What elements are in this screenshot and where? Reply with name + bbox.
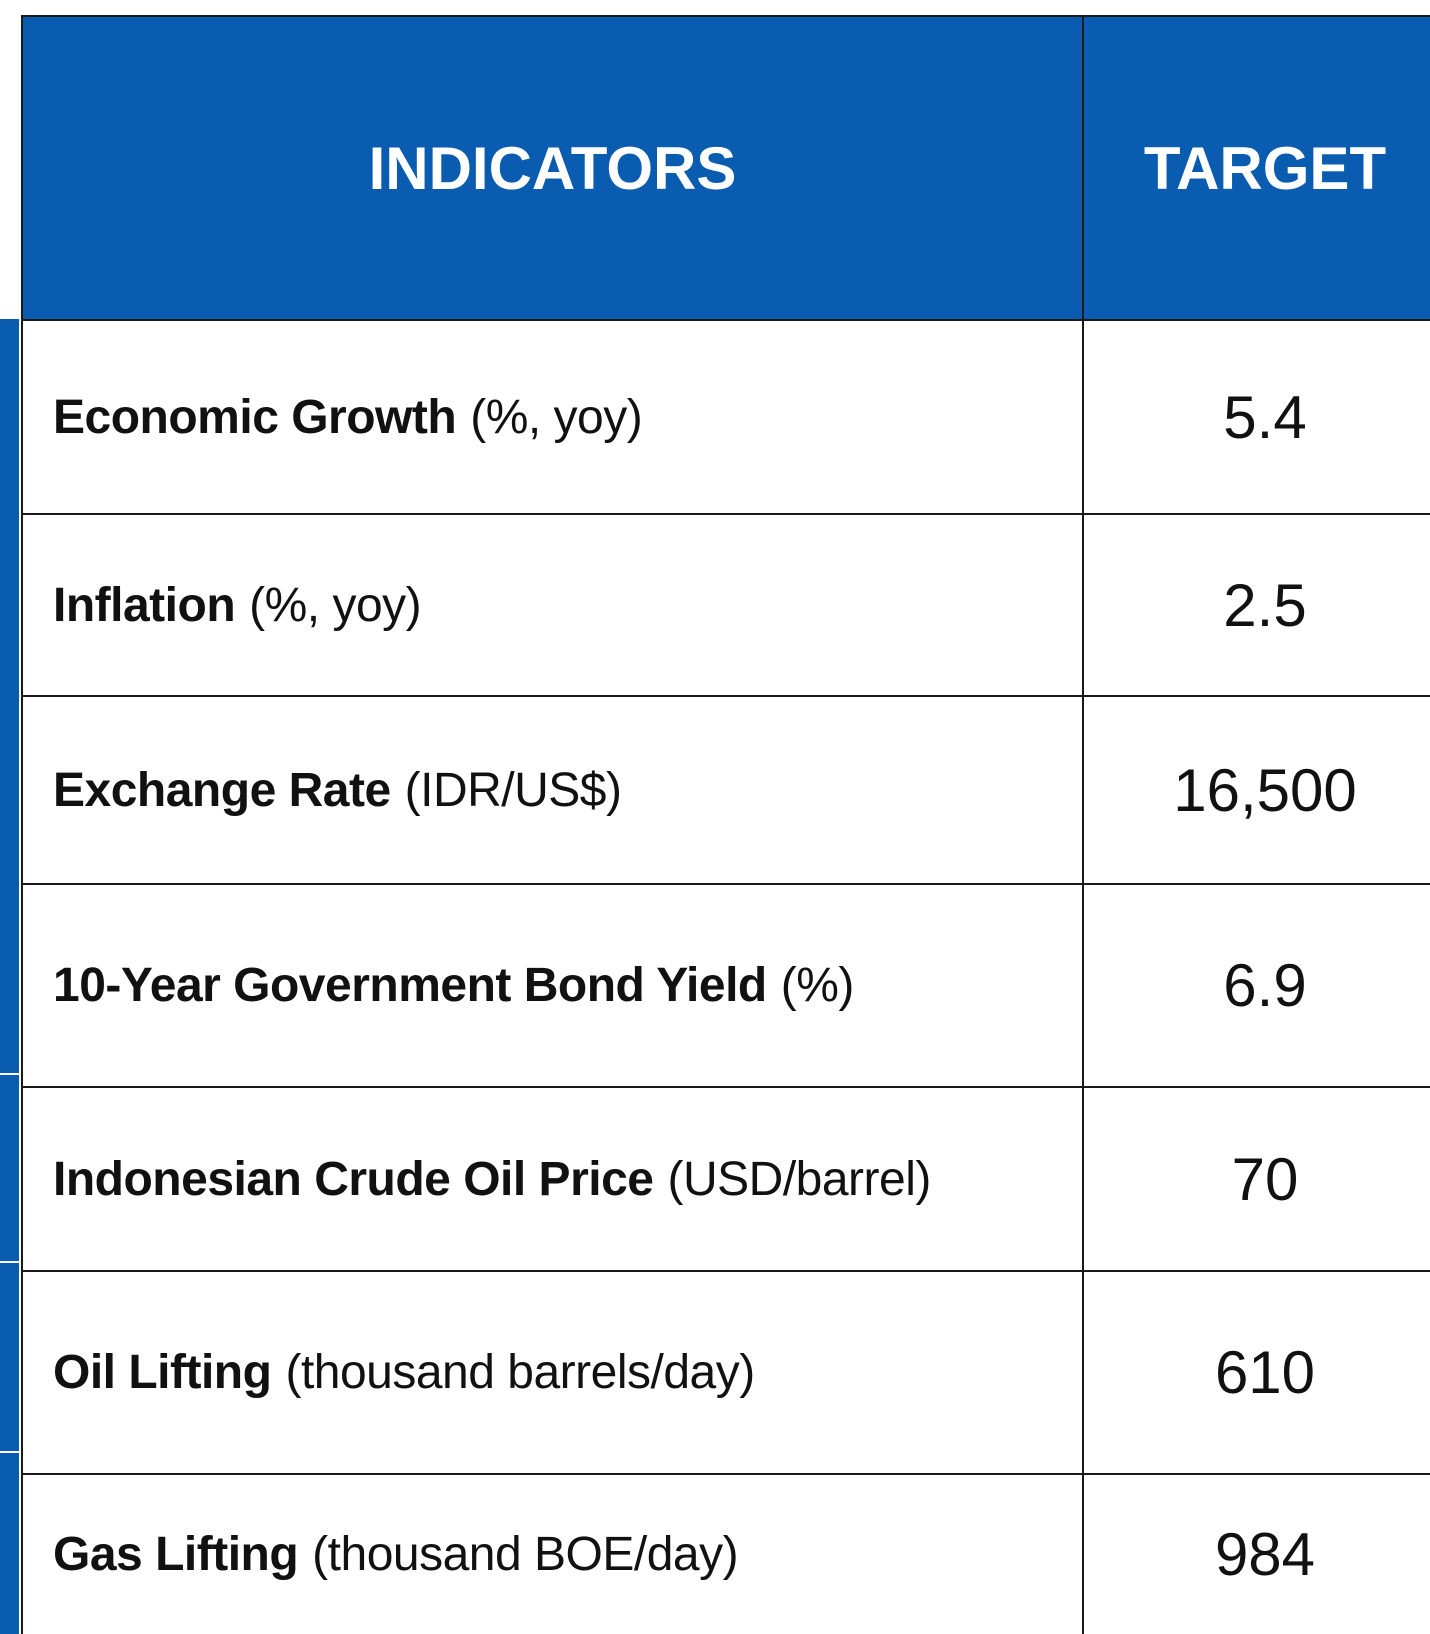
target-value: 16,500 [1173,756,1357,824]
header-text: TARGET [1143,134,1387,202]
indicator-name: Inflation [53,578,236,632]
indicator-name: Gas Lifting [53,1528,299,1581]
indicator-table: INDICATORS TARGET Economic Growth (%, yoy… [21,15,1430,1634]
target-value: 6.9 [1223,952,1307,1019]
target-cell: 984 [1082,1473,1430,1634]
indicator-unit: (USD/barrel) [667,1152,931,1206]
indicator-cell: Oil Lifting (thousand barrels/day) [21,1270,1084,1475]
indicator-name: Economic Growth [53,390,457,444]
target-cell: 5.4 [1082,319,1430,515]
indicator-cell: Inflation (%, yoy) [21,513,1084,697]
indicator-unit: (thousand barrels/day) [285,1346,755,1399]
target-value: 610 [1214,1339,1316,1406]
strip-gap [0,1073,19,1075]
indicator-cell: Gas Lifting (thousand BOE/day) [21,1473,1084,1634]
table-body: Economic Growth (%, yoy) 5.4 Inflation (%, y… [21,319,1430,1634]
table-row: Economic Growth (%, yoy) 5.4 [21,319,1430,515]
target-cell: 70 [1082,1086,1430,1272]
indicator-cell: Economic Growth (%, yoy) [21,319,1084,515]
indicator-unit: (IDR/US$) [404,763,622,817]
target-cell: 610 [1082,1270,1430,1475]
header-cell: INDICATORS [21,15,1084,321]
table-row: Oil Lifting (thousand barrels/day) 610 [21,1270,1430,1475]
table-row: Exchange Rate (IDR/US$) 16,500 [21,695,1430,885]
header-row: INDICATORS TARGET [21,15,1430,321]
indicator-unit: (thousand BOE/day) [312,1528,739,1581]
header-cell: TARGET [1082,15,1430,321]
target-value: 5.4 [1223,383,1307,451]
target-cell: 6.9 [1082,883,1430,1088]
strip-gap [0,1451,19,1453]
indicator-name: Indonesian Crude Oil Price [53,1152,654,1206]
indicator-name: Oil Lifting [53,1346,272,1399]
table-row: Indonesian Crude Oil Price (USD/barrel) 70 [21,1086,1430,1272]
side-strip [0,319,19,1634]
target-cell: 2.5 [1082,513,1430,697]
indicator-unit: (%) [780,959,855,1012]
target-cell: 16,500 [1082,695,1430,885]
table-row: 10-Year Government Bond Yield (%) 6.9 [21,883,1430,1088]
target-value: 70 [1231,1145,1299,1213]
target-value: 984 [1214,1521,1316,1588]
indicator-unit: (%, yoy) [249,578,422,632]
strip-gap [0,1261,19,1263]
indicator-unit: (%, yoy) [470,390,643,444]
indicator-name: 10-Year Government Bond Yield [53,959,767,1012]
table-row: Gas Lifting (thousand BOE/day) 984 [21,1473,1430,1634]
table-row: Inflation (%, yoy) 2.5 [21,513,1430,697]
indicator-cell: Indonesian Crude Oil Price (USD/barrel) [21,1086,1084,1272]
indicator-cell: Exchange Rate (IDR/US$) [21,695,1084,885]
indicator-name: Exchange Rate [53,763,391,817]
target-value: 2.5 [1223,571,1307,639]
indicator-cell: 10-Year Government Bond Yield (%) [21,883,1084,1088]
